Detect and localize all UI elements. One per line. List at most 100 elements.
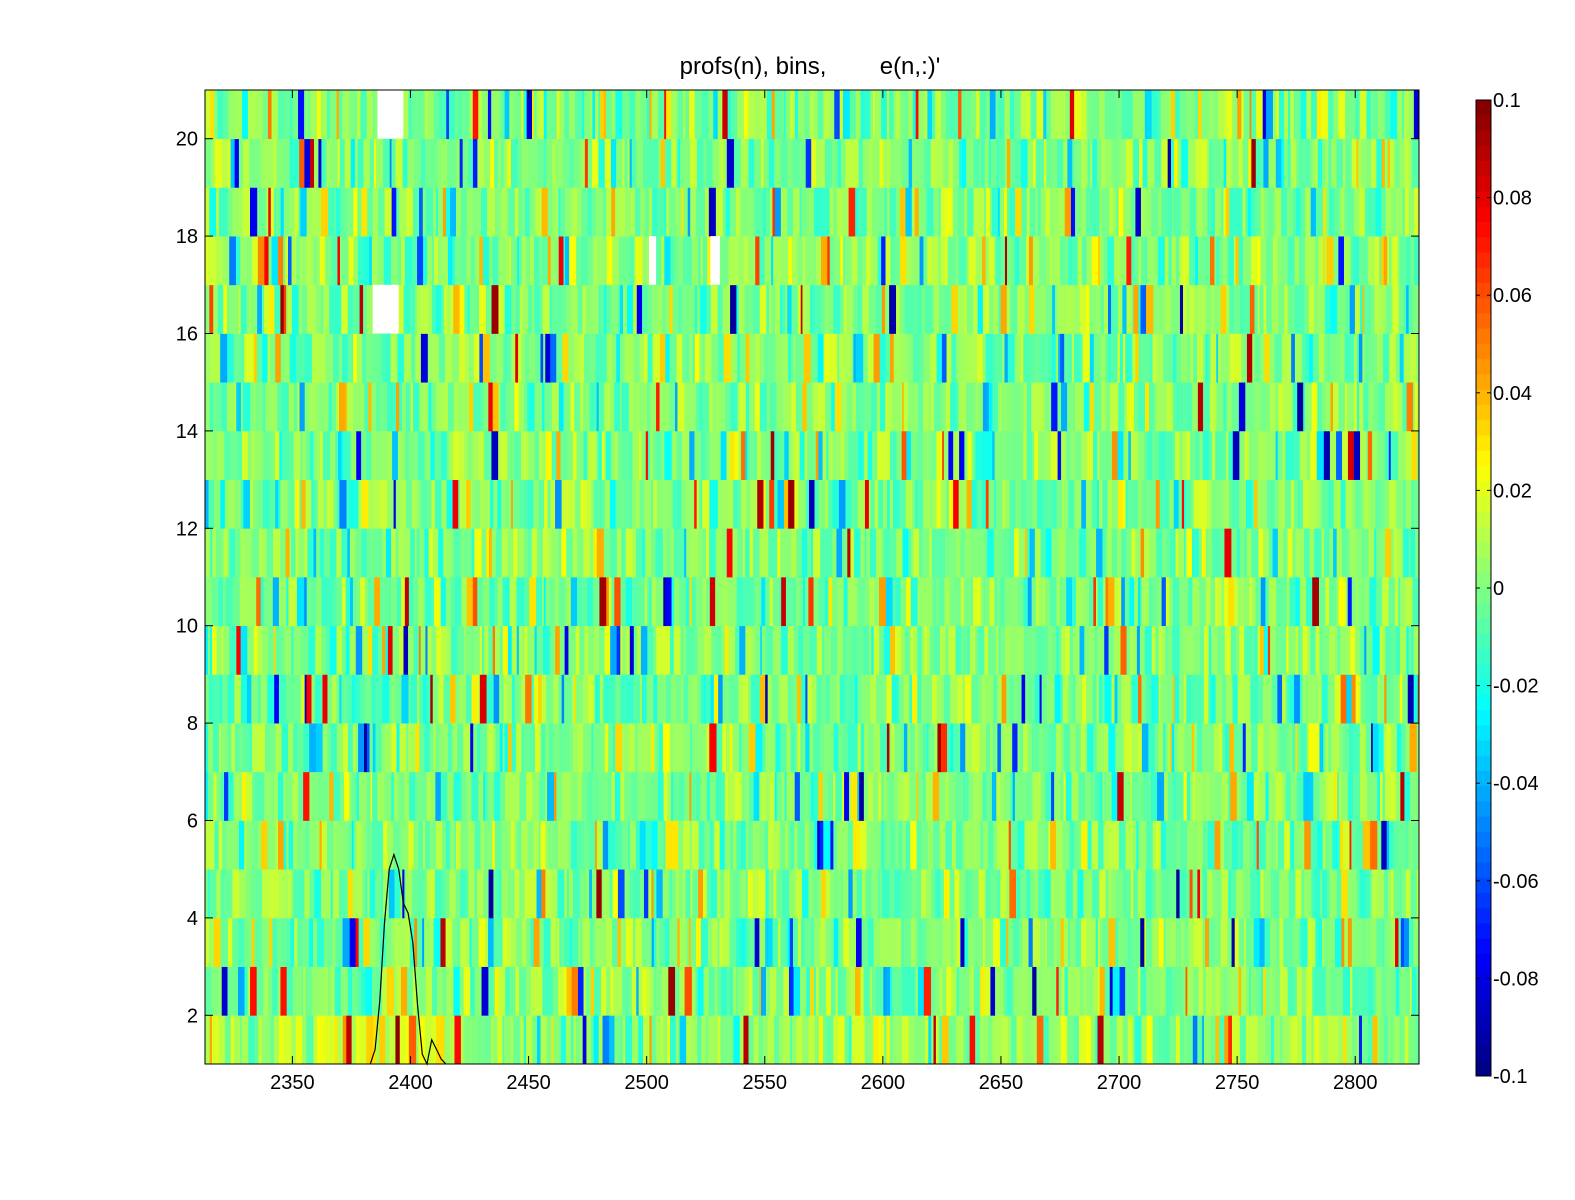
- heatmap-cell: [1014, 674, 1017, 724]
- heatmap-cell: [500, 382, 507, 432]
- heatmap-cell: [1102, 479, 1108, 529]
- heatmap-cell: [1177, 723, 1185, 773]
- heatmap-cell: [651, 1015, 657, 1065]
- heatmap-cell: [1070, 966, 1077, 1016]
- heatmap-cell: [234, 479, 242, 529]
- heatmap-cell: [552, 382, 560, 432]
- heatmap-cell: [409, 284, 416, 334]
- heatmap-cell: [1337, 479, 1341, 529]
- heatmap-cell: [964, 674, 972, 724]
- heatmap-cell: [881, 284, 886, 334]
- heatmap-cell: [323, 966, 329, 1016]
- heatmap-cell: [507, 723, 512, 773]
- heatmap-cell: [1074, 528, 1080, 578]
- heatmap-cell: [826, 430, 829, 480]
- heatmap-cell: [718, 674, 723, 724]
- heatmap-cell: [1385, 187, 1392, 237]
- heatmap-cell: [1124, 382, 1128, 432]
- heatmap-cell: [458, 479, 461, 529]
- heatmap-cell: [882, 479, 888, 529]
- heatmap-cell: [1100, 771, 1103, 821]
- heatmap-cell: [321, 138, 327, 188]
- heatmap-cell: [228, 869, 233, 919]
- heatmap-cell: [349, 479, 357, 529]
- heatmap-cell: [1362, 820, 1371, 870]
- heatmap-cell: [657, 479, 664, 529]
- heatmap-cell: [820, 723, 824, 773]
- heatmap-cell: [960, 917, 963, 967]
- heatmap-cell: [863, 771, 869, 821]
- heatmap-cell: [659, 917, 666, 967]
- heatmap-cell: [514, 869, 520, 919]
- heatmap-cell: [1009, 187, 1016, 237]
- heatmap-cell: [821, 674, 827, 724]
- heatmap-cell: [738, 674, 744, 724]
- heatmap-cell: [696, 382, 700, 432]
- heatmap-cell: [270, 577, 274, 627]
- heatmap-cell: [236, 625, 241, 675]
- heatmap-cell: [471, 674, 478, 724]
- heatmap-cell: [1347, 577, 1353, 627]
- heatmap-cell: [989, 187, 993, 237]
- heatmap-cell: [353, 236, 359, 286]
- heatmap-cell: [341, 430, 344, 480]
- heatmap-cell: [1080, 966, 1084, 1016]
- heatmap-cell: [622, 284, 628, 334]
- heatmap-cell: [273, 528, 281, 578]
- heatmap-cell: [556, 333, 563, 383]
- heatmap-cell: [869, 625, 872, 675]
- heatmap-cell: [1165, 820, 1171, 870]
- heatmap-cell: [335, 917, 343, 967]
- heatmap-cell: [353, 187, 358, 237]
- heatmap-cell: [331, 382, 337, 432]
- heatmap-cell: [899, 1015, 902, 1065]
- heatmap-cell: [868, 284, 877, 334]
- heatmap-cell: [471, 1015, 479, 1065]
- heatmap-cell: [467, 284, 471, 334]
- heatmap-cell: [1192, 1015, 1198, 1065]
- heatmap-cell: [445, 917, 453, 967]
- heatmap-cell: [1068, 674, 1074, 724]
- heatmap-cell: [289, 138, 293, 188]
- heatmap-cell: [1207, 820, 1215, 870]
- heatmap-cell: [524, 479, 528, 529]
- heatmap-cell: [1257, 625, 1261, 675]
- heatmap-cell: [1158, 674, 1161, 724]
- heatmap-cell: [982, 771, 987, 821]
- heatmap-cell: [675, 187, 679, 237]
- heatmap-cell: [528, 820, 534, 870]
- heatmap-cell: [894, 1015, 901, 1065]
- heatmap-cell: [215, 528, 221, 578]
- heatmap-cell: [427, 333, 433, 383]
- heatmap-cell: [1315, 187, 1324, 237]
- heatmap-cell: [542, 966, 549, 1016]
- heatmap-cell: [1193, 917, 1201, 967]
- heatmap-cell: [1006, 674, 1010, 724]
- heatmap-cell: [873, 625, 880, 675]
- heatmap-cell: [305, 430, 311, 480]
- heatmap-cell: [1016, 625, 1025, 675]
- heatmap-cell: [777, 479, 785, 529]
- heatmap-cell: [628, 333, 635, 383]
- heatmap-cell: [651, 479, 654, 529]
- heatmap-cell: [1083, 966, 1088, 1016]
- heatmap-cell: [1250, 917, 1255, 967]
- heatmap-cell: [361, 430, 365, 480]
- heatmap-cell: [676, 333, 683, 383]
- heatmap-cell: [1049, 966, 1057, 1016]
- heatmap-cell: [405, 382, 411, 432]
- heatmap-cell: [352, 723, 357, 773]
- heatmap-cell: [1400, 723, 1406, 773]
- heatmap-cell: [389, 674, 393, 724]
- heatmap-cell: [1236, 869, 1244, 919]
- heatmap-cell: [681, 187, 684, 237]
- heatmap-cell: [470, 723, 474, 773]
- heatmap-cell: [1130, 674, 1133, 724]
- heatmap-cell: [412, 187, 420, 237]
- heatmap-cell: [956, 966, 960, 1016]
- heatmap-cell: [1122, 479, 1126, 529]
- heatmap-cell: [1338, 577, 1346, 627]
- heatmap-cell: [710, 674, 715, 724]
- heatmap-cell: [1268, 187, 1275, 237]
- heatmap-cell: [519, 236, 523, 286]
